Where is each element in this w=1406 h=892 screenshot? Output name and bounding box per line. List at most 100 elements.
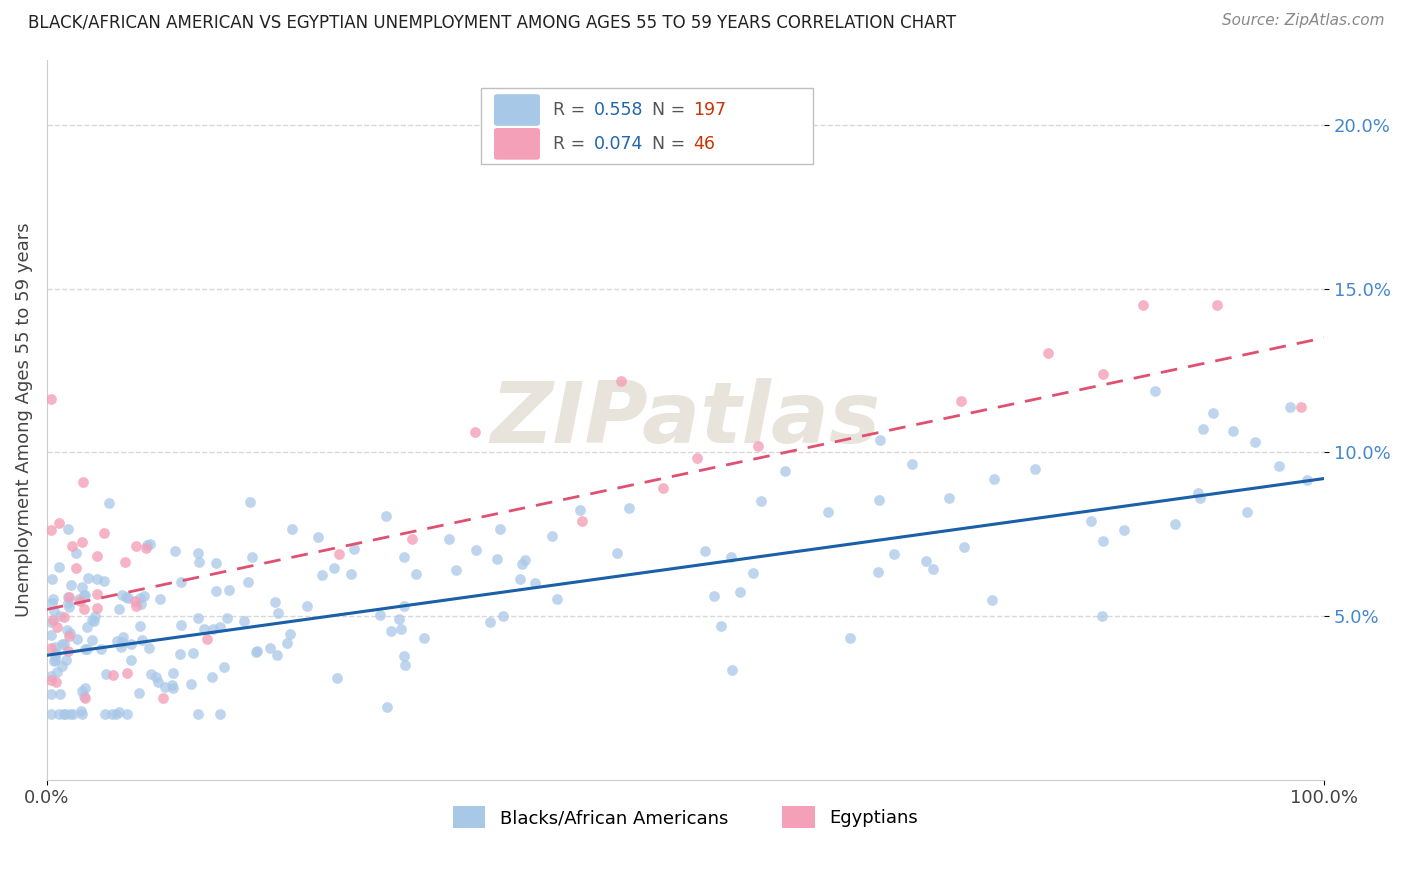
Point bbox=[749, 493, 772, 508]
Point bbox=[571, 514, 593, 528]
Point bbox=[62, 707, 84, 722]
Point bbox=[65, 560, 87, 574]
Point bbox=[489, 523, 512, 537]
Point bbox=[204, 584, 226, 599]
Point bbox=[115, 707, 138, 722]
Y-axis label: Unemployment Among Ages 55 to 59 years: Unemployment Among Ages 55 to 59 years bbox=[15, 222, 32, 617]
Point bbox=[56, 590, 79, 604]
Point bbox=[326, 671, 349, 685]
Point bbox=[328, 547, 350, 561]
Point bbox=[730, 585, 752, 599]
Point bbox=[39, 707, 62, 722]
Point bbox=[747, 440, 769, 454]
Point bbox=[108, 705, 131, 719]
Point bbox=[374, 508, 396, 523]
Point bbox=[53, 637, 76, 651]
Point bbox=[86, 586, 108, 600]
Point bbox=[1132, 298, 1154, 312]
Point bbox=[617, 500, 640, 515]
Point bbox=[569, 503, 592, 517]
Point bbox=[46, 665, 69, 679]
Point bbox=[187, 546, 209, 560]
Point bbox=[485, 552, 508, 566]
Point bbox=[509, 572, 531, 586]
Point bbox=[188, 555, 211, 569]
Point bbox=[70, 580, 93, 594]
Point bbox=[90, 641, 112, 656]
Point bbox=[153, 681, 176, 695]
Point bbox=[129, 597, 152, 611]
Point bbox=[169, 574, 191, 589]
Point bbox=[44, 652, 66, 666]
Point bbox=[73, 689, 96, 703]
Point bbox=[58, 629, 80, 643]
Point bbox=[311, 568, 333, 582]
Point bbox=[51, 637, 73, 651]
Point bbox=[39, 669, 62, 683]
Point bbox=[169, 648, 191, 662]
FancyBboxPatch shape bbox=[494, 95, 540, 126]
Point bbox=[266, 606, 288, 620]
Point bbox=[82, 613, 104, 627]
Point bbox=[839, 631, 862, 645]
Point bbox=[546, 591, 568, 606]
Legend: Blacks/African Americans, Egyptians: Blacks/African Americans, Egyptians bbox=[446, 799, 925, 836]
Point bbox=[53, 707, 76, 722]
Point bbox=[1091, 608, 1114, 623]
Text: Source: ZipAtlas.com: Source: ZipAtlas.com bbox=[1222, 13, 1385, 29]
Point bbox=[193, 622, 215, 636]
Point bbox=[115, 590, 138, 604]
Point bbox=[152, 690, 174, 705]
Point bbox=[93, 707, 115, 722]
Point bbox=[1202, 406, 1225, 420]
Point bbox=[76, 619, 98, 633]
Point bbox=[39, 687, 62, 701]
Point bbox=[1144, 384, 1167, 399]
Point bbox=[51, 658, 73, 673]
Point bbox=[93, 574, 115, 588]
Point bbox=[117, 591, 139, 606]
Point bbox=[1244, 434, 1267, 449]
Point bbox=[949, 394, 972, 409]
Point bbox=[120, 653, 142, 667]
Point bbox=[869, 433, 891, 447]
Point bbox=[162, 678, 184, 692]
Point bbox=[721, 663, 744, 677]
Point bbox=[129, 619, 152, 633]
Point bbox=[492, 609, 515, 624]
Point bbox=[132, 589, 155, 603]
Point bbox=[980, 593, 1002, 607]
Point bbox=[238, 574, 260, 589]
Point bbox=[1080, 515, 1102, 529]
Point bbox=[101, 667, 124, 681]
Point bbox=[77, 571, 100, 585]
Point bbox=[1289, 401, 1312, 415]
Point bbox=[76, 642, 98, 657]
Point bbox=[48, 707, 70, 722]
Text: N =: N = bbox=[652, 135, 692, 153]
Point bbox=[163, 543, 186, 558]
Point bbox=[610, 374, 633, 388]
Point bbox=[394, 657, 416, 672]
Point bbox=[1192, 422, 1215, 436]
Point bbox=[1267, 458, 1289, 473]
Point bbox=[69, 704, 91, 718]
Point bbox=[41, 596, 63, 610]
Point bbox=[217, 611, 239, 625]
Point bbox=[162, 665, 184, 680]
Point bbox=[149, 592, 172, 607]
Point bbox=[120, 637, 142, 651]
Point bbox=[138, 640, 160, 655]
Point bbox=[201, 670, 224, 684]
Point bbox=[41, 572, 63, 586]
Point bbox=[1164, 517, 1187, 532]
Point bbox=[276, 636, 298, 650]
Point bbox=[412, 631, 434, 645]
Point bbox=[53, 609, 76, 624]
Point bbox=[58, 626, 80, 640]
Point bbox=[606, 546, 628, 560]
Point bbox=[281, 522, 304, 536]
Point bbox=[233, 615, 256, 629]
Point bbox=[44, 649, 66, 664]
Point bbox=[710, 619, 733, 633]
